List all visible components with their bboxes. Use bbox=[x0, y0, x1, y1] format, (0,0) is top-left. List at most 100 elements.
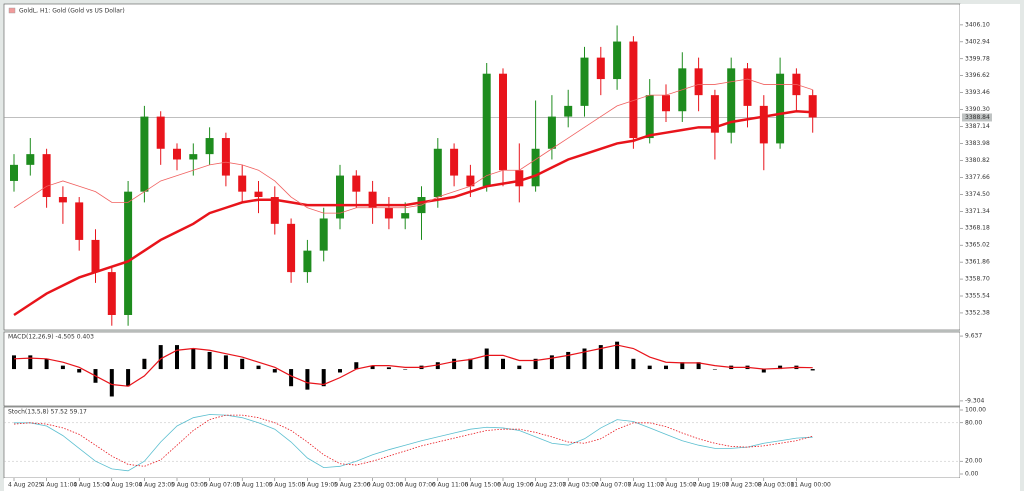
macd-bar bbox=[403, 369, 408, 370]
macd-bar bbox=[354, 362, 359, 370]
macd-bar bbox=[696, 362, 701, 370]
candle-body bbox=[629, 41, 638, 139]
y-tick-label: 3396.62 bbox=[965, 72, 990, 79]
macd-bar bbox=[517, 365, 522, 370]
candle-body bbox=[515, 170, 524, 187]
candle-body bbox=[58, 197, 67, 203]
candle-body bbox=[10, 164, 18, 181]
macd-bar bbox=[126, 369, 131, 387]
macd-bar bbox=[566, 351, 571, 370]
current-price-box bbox=[962, 113, 992, 122]
macd-bar bbox=[289, 369, 294, 387]
candle-body bbox=[580, 57, 589, 106]
macd-bar bbox=[549, 355, 554, 370]
price-axis bbox=[960, 4, 1020, 478]
candle-body bbox=[450, 148, 459, 176]
y-tick-label: 3383.98 bbox=[965, 140, 990, 147]
x-tick-label: 6 Aug 07:00 bbox=[399, 482, 436, 489]
y-tick-label: 3377.66 bbox=[965, 174, 990, 181]
macd-bar bbox=[712, 369, 717, 370]
macd-bar bbox=[386, 367, 391, 370]
macd-bar bbox=[680, 362, 685, 370]
macd-bar bbox=[533, 358, 538, 370]
indicator-line bbox=[13, 344, 813, 387]
indicator-line bbox=[14, 414, 813, 472]
candle-body bbox=[124, 191, 133, 315]
y-tick-label: 3371.34 bbox=[965, 208, 990, 215]
indicator-line bbox=[13, 78, 813, 214]
x-tick-label: 6 Aug 15:00 bbox=[464, 482, 501, 489]
macd-bar bbox=[321, 369, 326, 387]
y-tick-label: 3402.94 bbox=[965, 38, 990, 45]
macd-bar bbox=[501, 358, 505, 370]
stoch-title: Stoch(13,5,8) 57.52 59.17 bbox=[8, 409, 87, 416]
candle-body bbox=[75, 202, 84, 240]
candle-body bbox=[645, 95, 654, 139]
candle-body bbox=[254, 191, 263, 198]
macd-bar bbox=[12, 355, 16, 370]
y-tick-label: 3352.38 bbox=[965, 309, 990, 316]
macd-bar bbox=[272, 369, 277, 373]
y-tick-label: 3358.70 bbox=[965, 276, 990, 283]
candle-body bbox=[221, 138, 230, 176]
candle-body bbox=[368, 191, 377, 208]
macd-bar bbox=[582, 348, 587, 370]
candle-body bbox=[759, 105, 768, 144]
candle-body bbox=[91, 239, 100, 273]
candle-body bbox=[694, 68, 703, 96]
x-tick-label: 6 Aug 23:00 bbox=[530, 482, 567, 489]
candle-body bbox=[303, 250, 312, 273]
candle-body bbox=[238, 175, 247, 192]
macd-bar bbox=[175, 345, 179, 370]
candle-body bbox=[287, 223, 296, 273]
candle-body bbox=[531, 148, 540, 187]
chart-title: GoldL, H1: Gold (Gold vs US Dollar) bbox=[19, 8, 125, 15]
indicator-line bbox=[13, 109, 813, 317]
symbol-icon bbox=[8, 7, 16, 14]
x-tick-label: 6 Aug 19:00 bbox=[497, 482, 534, 489]
candle-body bbox=[156, 116, 165, 149]
macd-bar bbox=[778, 365, 783, 370]
macd-bar bbox=[761, 369, 766, 373]
x-tick-label: 11 Aug 00:00 bbox=[790, 482, 831, 489]
candle-body bbox=[743, 68, 752, 106]
x-tick-label: 7 Aug 23:00 bbox=[725, 482, 762, 489]
candle-body bbox=[319, 218, 328, 251]
candle-body bbox=[499, 73, 507, 171]
current-price-label: 3388.84 bbox=[965, 114, 990, 121]
y-tick-label: 3390.30 bbox=[965, 106, 990, 113]
macd-bar bbox=[615, 341, 620, 370]
x-tick-label: 7 Aug 15:00 bbox=[660, 482, 697, 489]
macd-bar bbox=[468, 358, 473, 370]
candle-body bbox=[401, 213, 410, 219]
y-tick-label: 9.637 bbox=[965, 333, 982, 340]
macd-bar bbox=[158, 345, 163, 370]
candle-body bbox=[466, 175, 475, 187]
x-tick-label: 5 Aug 11:00 bbox=[236, 482, 273, 489]
time-axis bbox=[4, 478, 1020, 491]
y-tick-label: 3355.54 bbox=[965, 293, 990, 300]
x-tick-label: 8 Aug 03:00 bbox=[758, 482, 795, 489]
macd-bar bbox=[77, 369, 82, 373]
candle-body bbox=[727, 68, 736, 133]
candle-body bbox=[482, 73, 491, 187]
macd-bar bbox=[598, 345, 603, 370]
candle-body bbox=[205, 138, 214, 155]
main-panel bbox=[3, 3, 961, 331]
macd-bar bbox=[484, 348, 489, 370]
x-tick-label: 7 Aug 19:00 bbox=[693, 482, 730, 489]
candle-body bbox=[662, 95, 670, 112]
y-tick-label: 20.00 bbox=[965, 458, 982, 465]
candle-body bbox=[26, 154, 35, 165]
macd-bar bbox=[452, 358, 457, 370]
macd-bar bbox=[207, 351, 212, 370]
y-tick-label: 3387.14 bbox=[965, 123, 990, 130]
macd-bar bbox=[109, 369, 114, 397]
candle-body bbox=[433, 148, 442, 198]
y-tick-label: 3393.46 bbox=[965, 89, 990, 96]
macd-bar bbox=[370, 365, 375, 370]
x-tick-label: 7 Aug 11:00 bbox=[627, 482, 664, 489]
macd-bar bbox=[435, 362, 440, 370]
x-tick-label: 5 Aug 19:00 bbox=[301, 482, 338, 489]
